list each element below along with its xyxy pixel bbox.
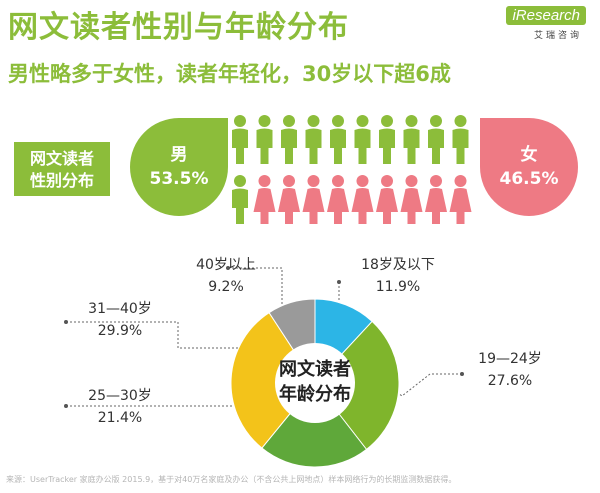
donut-center-line2: 年龄分布 [279,383,351,405]
annotation-18-below: 18岁及以下 11.9% [348,254,448,298]
logo-subtext: 艾瑞咨询 [533,31,582,41]
slice-31-40 [230,311,316,449]
data-label: 11.9% [375,279,421,295]
male-percent: 53.5% [149,169,209,189]
female-drop: 女 46.5% [480,118,578,216]
data-label: 9.2% [208,279,244,295]
leader-dot [226,266,230,270]
gender-label-line2: 性别分布 [29,171,94,190]
page-subtitle: 男性略多于女性，读者年轻化，30岁以下超6成 [8,62,451,86]
donut-center-line1: 网文读者 [279,358,351,380]
leader-dot [64,404,68,408]
annotation-31-40: 31—40岁 29.9% [80,298,160,342]
leader-line-31-40 [66,321,257,380]
gender-label-line1: 网文读者 [29,149,94,168]
male-drop: 男 53.5% [130,118,228,216]
page-title: 网文读者性别与年龄分布 [8,10,349,45]
data-label: 21.4% [97,410,143,426]
category-label: 40岁以上 [196,257,256,273]
category-label: 18岁及以下 [361,257,435,273]
logo-text: iResearch [506,6,586,25]
annotation-19-24: 19—24岁 27.6% [462,348,558,392]
category-label: 31—40岁 [88,301,152,317]
leader-dot [337,280,341,284]
female-label: 女 [520,145,538,165]
data-label: 27.6% [487,373,533,389]
male-label: 男 [170,145,188,165]
slice-19-24 [314,320,400,451]
iresearch-logo: iResearch 艾瑞咨询 [506,6,590,42]
category-label: 19—24岁 [478,351,542,367]
annotation-40-above: 40岁以上 9.2% [186,254,266,298]
leader-line-19-24 [388,373,462,397]
slice-25-30 [261,382,368,468]
source-note: 来源：UserTracker 家庭办公版 2015.9，基于对40万名家庭及办公… [6,475,457,484]
female-percent: 46.5% [499,169,559,189]
data-label: 29.9% [97,323,143,339]
category-label: 25—30岁 [88,388,152,404]
gender-section-label: 网文读者 性别分布 [14,142,110,196]
annotation-25-30: 25—30岁 21.4% [80,385,160,429]
donut-hole [275,343,355,423]
leader-dot [64,320,68,324]
leader-dot [460,372,464,376]
